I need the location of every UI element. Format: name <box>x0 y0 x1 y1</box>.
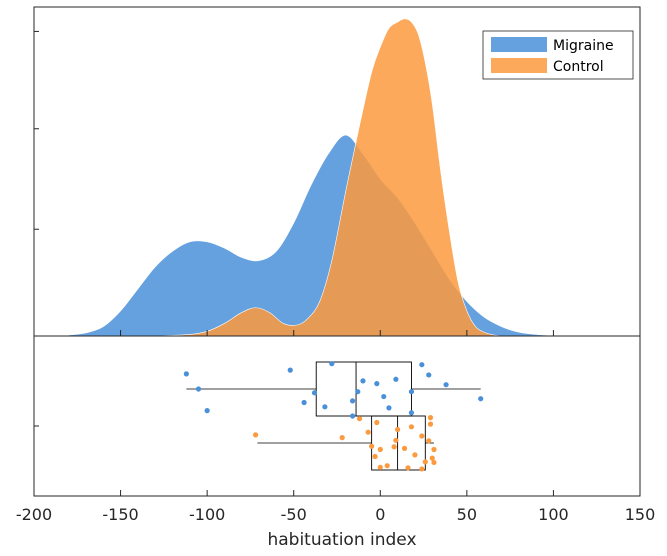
point-migraine <box>419 362 425 368</box>
point-control <box>419 433 425 439</box>
box-migraine <box>315 361 412 417</box>
point-migraine <box>374 381 380 387</box>
rain-layer <box>183 361 484 472</box>
point-migraine <box>311 390 318 396</box>
x-tick-label: 100 <box>538 505 569 524</box>
legend-label-control: Control <box>553 59 604 75</box>
point-control <box>393 437 399 443</box>
box-control <box>371 415 426 471</box>
point-migraine <box>322 404 328 410</box>
legend-swatch-migraine <box>491 37 547 52</box>
x-tick-label: -50 <box>281 505 307 524</box>
plot-frame <box>33 6 641 497</box>
x-tick-label: -200 <box>16 505 52 524</box>
x-tick-label: 0 <box>375 505 385 524</box>
point-control <box>372 453 378 460</box>
point-control <box>427 421 434 427</box>
density-layer <box>68 18 602 337</box>
point-migraine <box>349 413 356 419</box>
point-control <box>422 459 428 465</box>
point-control <box>356 416 363 422</box>
legend: Migraine Control <box>482 30 634 80</box>
x-tick-label: 150 <box>625 505 656 524</box>
point-migraine <box>478 396 484 402</box>
point-control <box>253 432 259 438</box>
point-control <box>339 435 345 441</box>
point-control <box>408 424 415 430</box>
point-migraine <box>443 382 449 388</box>
point-migraine <box>386 405 392 411</box>
point-migraine <box>408 389 415 395</box>
point-control <box>369 443 375 449</box>
legend-label-migraine: Migraine <box>553 38 614 54</box>
point-control <box>401 445 408 451</box>
point-control <box>427 415 434 421</box>
point-control <box>431 459 437 466</box>
point-migraine <box>408 410 415 416</box>
point-migraine <box>381 393 387 400</box>
point-migraine <box>195 386 202 392</box>
x-tick-label: -150 <box>102 505 138 524</box>
axes-layer: -200 -150 -100 -50 0 50 100 150 <box>16 6 656 524</box>
point-control <box>365 429 371 435</box>
point-control <box>426 438 432 444</box>
legend-swatch-control <box>491 58 547 73</box>
point-migraine <box>329 361 335 367</box>
density-control <box>155 18 502 337</box>
point-migraine <box>393 376 399 382</box>
point-migraine <box>360 378 366 384</box>
point-control <box>377 446 383 453</box>
point-migraine <box>355 389 361 395</box>
point-control <box>405 465 411 471</box>
x-axis-label: habituation index <box>267 530 416 550</box>
point-control <box>431 446 437 453</box>
point-control <box>429 455 435 461</box>
point-migraine <box>349 398 356 404</box>
density-migraine <box>68 134 602 337</box>
point-migraine <box>183 371 189 377</box>
point-migraine <box>204 408 210 414</box>
point-control <box>384 463 390 469</box>
point-migraine <box>287 367 293 373</box>
point-migraine <box>426 372 432 378</box>
point-migraine <box>301 399 307 406</box>
point-control <box>412 452 418 458</box>
x-tick-label: 50 <box>457 505 477 524</box>
point-control <box>419 466 425 472</box>
point-control <box>391 444 397 450</box>
point-control <box>377 464 383 470</box>
point-control <box>395 426 401 433</box>
x-tick-label: -100 <box>189 505 225 524</box>
point-control <box>374 419 380 426</box>
